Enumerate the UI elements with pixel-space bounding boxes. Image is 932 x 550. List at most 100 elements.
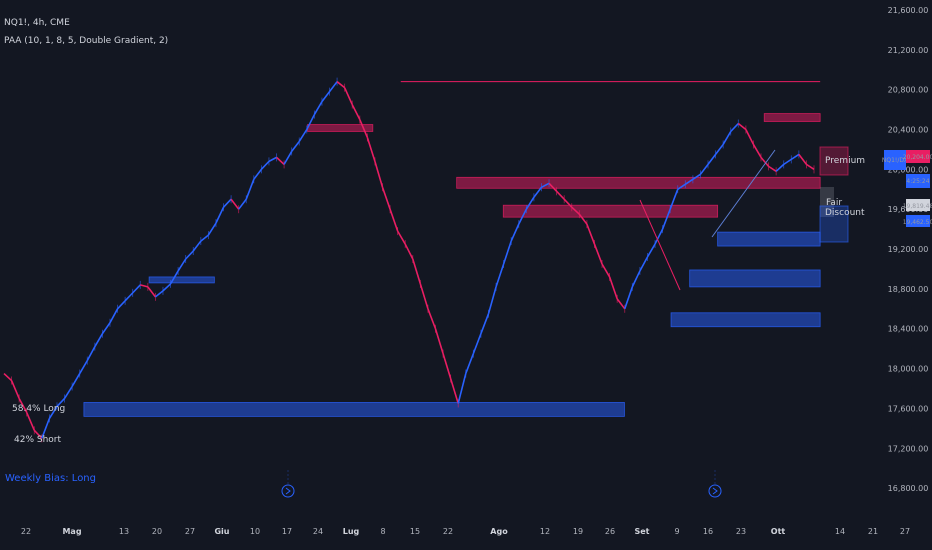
price-segment-47 [351, 104, 361, 120]
price-segment-98 [737, 122, 747, 131]
discount-label: Discount [825, 208, 865, 218]
zone-demand-4 [148, 276, 215, 284]
symbol-badge: NQ1!/DX [882, 157, 908, 164]
x-tick-5: Giu [214, 527, 229, 536]
price-segment-35 [260, 160, 270, 170]
price-segment-59 [442, 353, 452, 379]
x-tick-2: 13 [119, 527, 129, 536]
price-segment-18 [132, 284, 141, 294]
price-segment-100 [752, 144, 762, 158]
weekly-bias-label: Weekly Bias: Long [5, 473, 96, 484]
price-segment-66 [495, 263, 505, 288]
price-segment-99 [745, 129, 755, 145]
blue2-badge: 19,462.50 [903, 219, 932, 226]
symbol-line: NQ1!, 4h, CME [4, 18, 70, 28]
price-segment-45 [336, 81, 346, 89]
x-tick-13: Ago [490, 527, 508, 536]
price-segment-104 [783, 158, 792, 166]
price-segment-1 [3, 372, 13, 382]
price-segment-86 [646, 243, 656, 258]
price-segment-30 [222, 198, 232, 208]
event-marker-icon-1 [708, 484, 722, 498]
price-segment-57 [427, 308, 437, 330]
price-segment-96 [722, 131, 732, 145]
zone-supply-3 [763, 113, 821, 122]
price-segment-84 [631, 270, 641, 288]
price-segment-68 [510, 223, 520, 242]
price-segment-74 [556, 190, 565, 200]
price-segment-65 [487, 286, 497, 315]
price-segment-67 [502, 240, 512, 265]
price-segment-38 [283, 151, 293, 165]
price-segment-37 [275, 156, 285, 165]
price-segment-15 [109, 308, 119, 324]
price-segment-8 [56, 397, 66, 407]
price-segment-58 [434, 328, 444, 354]
x-tick-9: Lug [343, 527, 360, 536]
price-segment-42 [313, 101, 323, 115]
price-segment-25 [185, 250, 194, 260]
price-segment-33 [245, 179, 255, 200]
price-segment-21 [154, 290, 164, 298]
price-segment-71 [533, 186, 543, 198]
zone-supply-1 [456, 176, 821, 189]
x-tick-0: 22 [21, 527, 31, 536]
price-segment-101 [760, 156, 770, 167]
x-tick-19: 16 [703, 527, 713, 536]
price-segment-50 [374, 161, 384, 188]
price-segment-94 [707, 153, 717, 165]
price-segment-16 [116, 300, 126, 310]
price-segment-102 [768, 165, 777, 173]
y-tick-4: 20,000.00 [888, 165, 929, 174]
price-segment-14 [101, 322, 111, 335]
price-segment-89 [669, 188, 679, 210]
price-segment-49 [366, 137, 376, 162]
price-segment-6 [41, 418, 51, 439]
price-segment-2 [10, 380, 20, 399]
price-segment-72 [541, 182, 550, 188]
trend-line [711, 149, 776, 238]
price-segment-64 [480, 313, 490, 334]
x-tick-6: 10 [250, 527, 260, 536]
price-segment-79 [593, 243, 603, 265]
y-tick-2: 20,800.00 [888, 86, 929, 95]
y-tick-9: 18,000.00 [888, 365, 929, 374]
price-segment-3 [18, 398, 28, 413]
y-tick-3: 20,400.00 [888, 126, 929, 135]
blue2-badge-bg [906, 215, 930, 227]
price-segment-63 [472, 333, 482, 354]
x-tick-3: 20 [152, 527, 162, 536]
x-tick-7: 17 [282, 527, 292, 536]
fair-label: Fair [826, 198, 842, 208]
price-segment-87 [654, 228, 664, 245]
price-segment-107 [805, 163, 815, 171]
price-segment-60 [449, 378, 459, 404]
price-segment-4 [25, 412, 36, 431]
price-segment-78 [586, 223, 596, 245]
price-segment-93 [699, 163, 709, 175]
y-tick-11: 17,200.00 [888, 444, 929, 453]
x-tick-15: 19 [573, 527, 583, 536]
price-segment-85 [639, 256, 649, 272]
y-tick-1: 21,200.00 [888, 46, 929, 55]
price-segment-69 [518, 208, 528, 225]
gray-badge: 19,819.48 [903, 203, 932, 210]
price-segment-46 [343, 87, 353, 105]
x-tick-8: 24 [313, 527, 323, 536]
price-segment-48 [359, 119, 369, 138]
price-segment-9 [63, 386, 73, 399]
gray-badge-bg [906, 199, 930, 211]
x-tick-12: 22 [443, 527, 453, 536]
price-segment-34 [253, 168, 263, 180]
x-tick-23: 21 [868, 527, 878, 536]
price-segment-91 [684, 178, 694, 185]
y-tick-10: 17,600.00 [888, 404, 929, 413]
price-segment-19 [140, 284, 149, 288]
price-segment-61 [457, 373, 467, 404]
price-segment-23 [169, 270, 179, 285]
event-marker-icon-0 [281, 484, 295, 498]
y-tick-7: 18,800.00 [888, 285, 929, 294]
premium-box [819, 146, 849, 176]
price-segment-90 [677, 183, 686, 190]
